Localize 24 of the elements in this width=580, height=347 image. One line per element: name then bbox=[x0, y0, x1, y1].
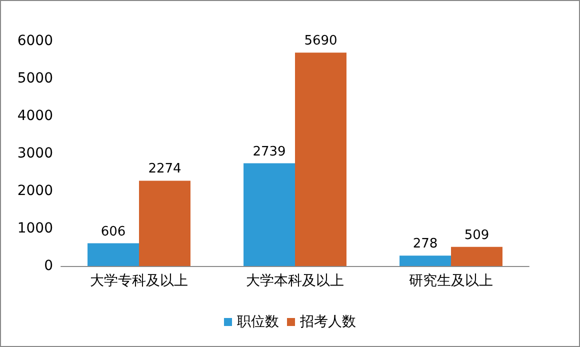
bar bbox=[88, 243, 139, 266]
bar bbox=[400, 256, 451, 266]
bar bbox=[139, 180, 190, 266]
x-tick-label: 大学专科及以上 bbox=[90, 273, 188, 289]
y-tick-label: 2000 bbox=[17, 183, 53, 199]
x-tick-label: 大学本科及以上 bbox=[246, 273, 344, 289]
legend-label: 职位数 bbox=[237, 314, 279, 330]
data-label: 5690 bbox=[304, 34, 338, 49]
y-tick-label: 4000 bbox=[17, 108, 53, 124]
bar bbox=[244, 163, 295, 266]
bar bbox=[451, 246, 502, 266]
y-tick-label: 5000 bbox=[17, 70, 53, 86]
bar bbox=[295, 52, 346, 266]
y-tick-label: 0 bbox=[44, 258, 53, 274]
data-label: 278 bbox=[412, 236, 438, 252]
y-tick-label: 1000 bbox=[17, 220, 53, 236]
y-tick-label: 3000 bbox=[17, 146, 53, 162]
data-label: 2274 bbox=[148, 162, 182, 177]
x-tick-label: 研究生及以上 bbox=[409, 273, 493, 289]
data-label: 2739 bbox=[252, 144, 286, 160]
data-label: 606 bbox=[100, 224, 126, 240]
data-label: 509 bbox=[464, 228, 490, 243]
y-tick-label: 6000 bbox=[17, 33, 53, 49]
legend-label: 招考人数 bbox=[299, 314, 356, 330]
